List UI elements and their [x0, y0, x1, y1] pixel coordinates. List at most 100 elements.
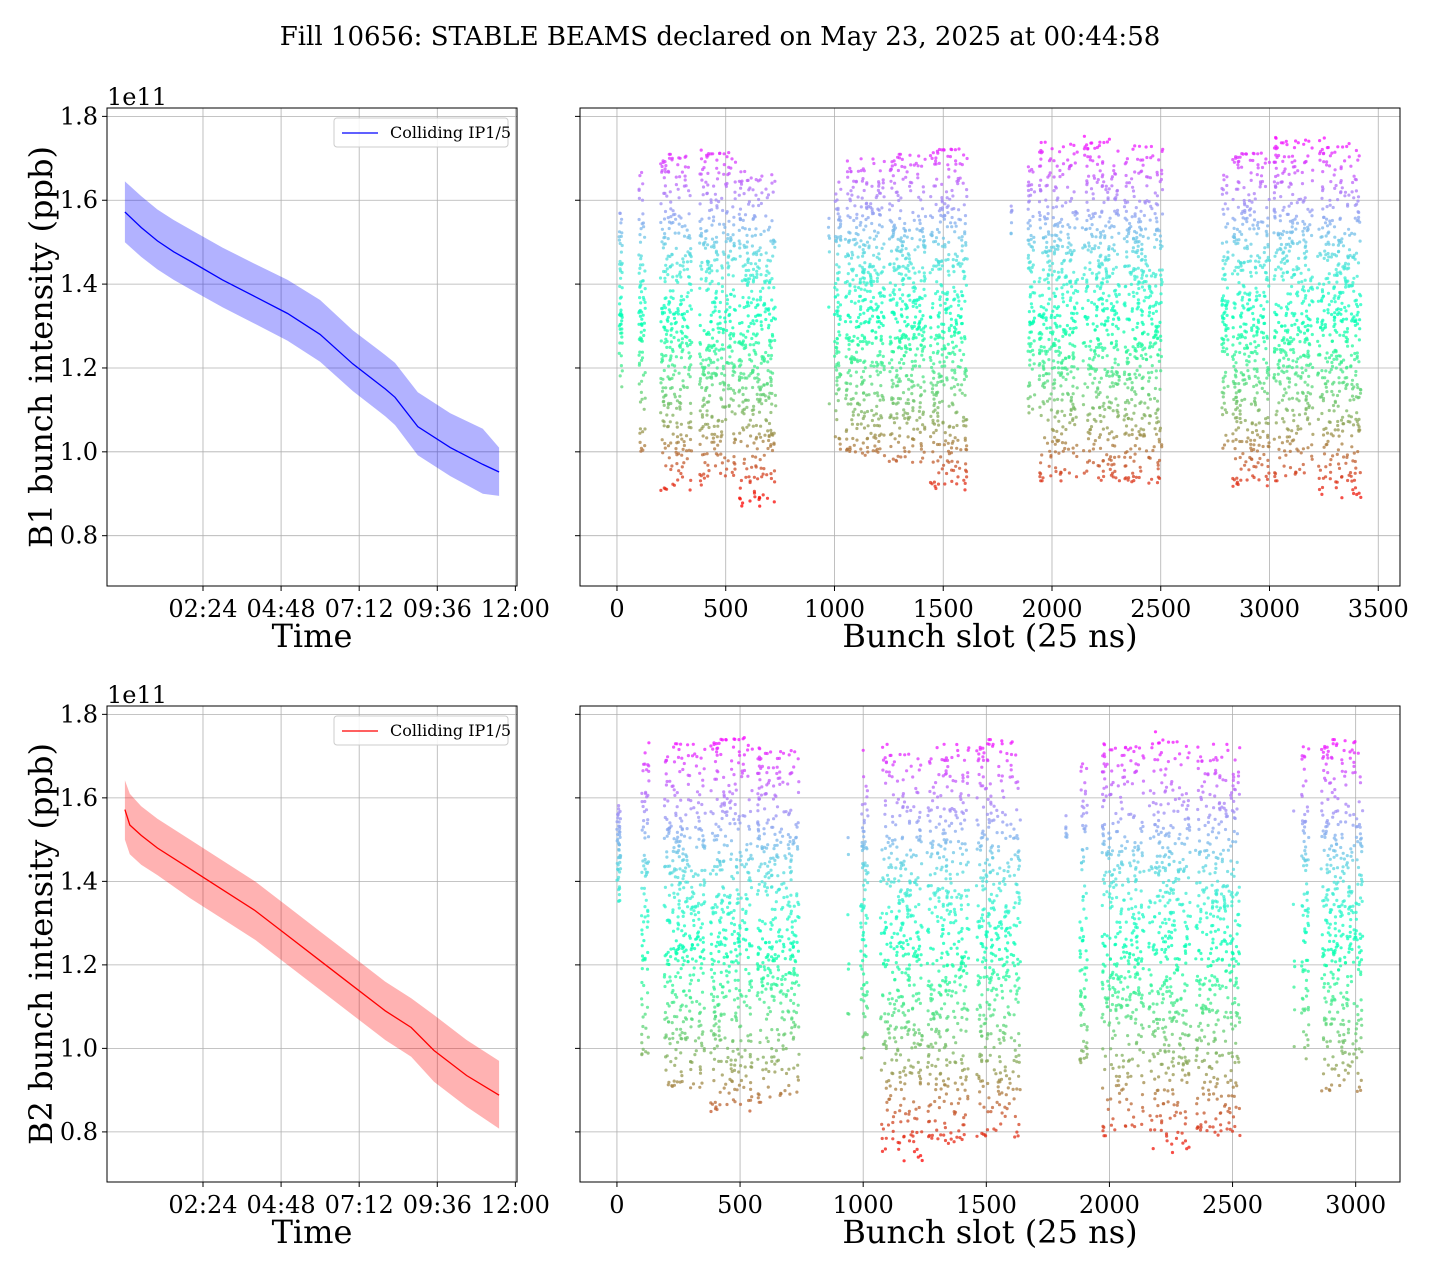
bunch-point — [1242, 373, 1246, 377]
bunch-point — [1130, 417, 1134, 421]
bunch-point — [1028, 330, 1032, 334]
bunch-point — [1276, 372, 1280, 376]
bunch-point — [859, 322, 863, 326]
bunch-point — [1327, 408, 1331, 413]
bunch-point — [891, 382, 895, 386]
bunch-point — [1272, 180, 1276, 184]
bunch-point — [1337, 376, 1341, 380]
bunch-point — [1029, 244, 1033, 248]
bunch-point — [1291, 241, 1295, 246]
bunch-point — [1068, 342, 1072, 346]
bunch-point — [673, 395, 677, 399]
bunch-point — [1153, 386, 1157, 391]
bunch-point — [850, 422, 855, 426]
bunch-point — [1051, 428, 1056, 433]
bunch-point — [1141, 234, 1145, 239]
bunch-point — [722, 152, 726, 156]
bunch-point — [1342, 455, 1346, 459]
bunch-point — [861, 214, 865, 218]
bunch-point — [723, 320, 727, 324]
bunch-point — [1246, 302, 1250, 306]
bunch-point — [1290, 154, 1295, 158]
bunch-point — [877, 252, 881, 256]
bunch-point — [728, 319, 732, 323]
bunch-point — [930, 390, 934, 394]
bunch-point — [1249, 342, 1253, 346]
bunch-point — [1347, 248, 1352, 252]
bunch-point — [1243, 397, 1247, 401]
bunch-point — [965, 444, 969, 448]
bunch-point — [1273, 210, 1277, 214]
bunch-point — [869, 300, 873, 304]
bunch-point — [1357, 154, 1361, 158]
bunch-point — [1304, 240, 1308, 244]
bunch-point — [1110, 370, 1114, 374]
bunch-point — [1087, 214, 1091, 218]
bunch-point — [1234, 265, 1238, 269]
bunch-point — [1325, 224, 1330, 228]
bunch-point — [1030, 367, 1034, 371]
bunch-point — [641, 373, 646, 377]
bunch-point — [751, 204, 755, 208]
bunch-point — [1255, 294, 1259, 298]
bunch-point — [955, 446, 959, 450]
bunch-point — [1279, 306, 1283, 310]
bunch-point — [1151, 345, 1155, 349]
bunch-point — [1235, 227, 1239, 231]
bunch-point — [853, 288, 858, 292]
bunch-point — [834, 392, 839, 396]
bunch-point — [1226, 439, 1230, 443]
bunch-point — [1262, 263, 1266, 267]
bunch-point — [757, 497, 761, 502]
bunch-point — [1059, 230, 1063, 234]
bunch-point — [1091, 322, 1095, 326]
bunch-point — [1157, 476, 1162, 480]
bunch-point — [738, 486, 742, 490]
bunch-point — [852, 218, 856, 223]
bunch-point — [619, 354, 623, 358]
bunch-point — [936, 406, 940, 410]
bunch-point — [837, 322, 841, 326]
bunch-point — [1331, 403, 1336, 408]
bunch-point — [1053, 450, 1057, 454]
bunch-point — [689, 259, 693, 264]
bunch-point — [1048, 171, 1052, 175]
bunch-point — [862, 270, 866, 274]
bunch-point — [641, 279, 645, 283]
bunch-point — [882, 454, 887, 458]
bunch-point — [1304, 138, 1308, 142]
bunch-point — [923, 425, 927, 429]
bunch-point — [929, 381, 933, 385]
bunch-point — [726, 387, 730, 391]
bunch-point — [1298, 340, 1302, 344]
bunch-point — [1102, 180, 1106, 184]
bunch-point — [733, 197, 737, 201]
bunch-point — [892, 421, 897, 425]
bunch-point — [721, 250, 725, 254]
bunch-point — [1134, 475, 1138, 479]
bunch-point — [1225, 191, 1229, 195]
bunch-point — [666, 237, 670, 241]
bunch-point — [1247, 193, 1251, 197]
bunch-point — [876, 394, 880, 398]
bunch-point — [901, 293, 905, 297]
bunch-point — [1090, 141, 1094, 145]
bunch-point — [1285, 143, 1289, 147]
bunch-point — [965, 475, 969, 479]
bunch-point — [895, 301, 899, 305]
bunch-point — [1053, 321, 1057, 325]
bunch-point — [1145, 274, 1149, 278]
bunch-point — [963, 337, 967, 341]
bunch-point — [773, 305, 777, 309]
bunch-point — [865, 409, 870, 414]
bunch-point — [1277, 401, 1281, 405]
bunch-point — [1107, 245, 1111, 249]
bunch-point — [660, 240, 664, 244]
bunch-point — [1126, 386, 1130, 390]
bunch-point — [940, 322, 944, 326]
bunch-point — [865, 201, 869, 205]
bunch-point — [638, 263, 643, 267]
bunch-point — [617, 351, 621, 355]
bunch-point — [881, 354, 885, 358]
bunch-point — [1272, 277, 1276, 281]
